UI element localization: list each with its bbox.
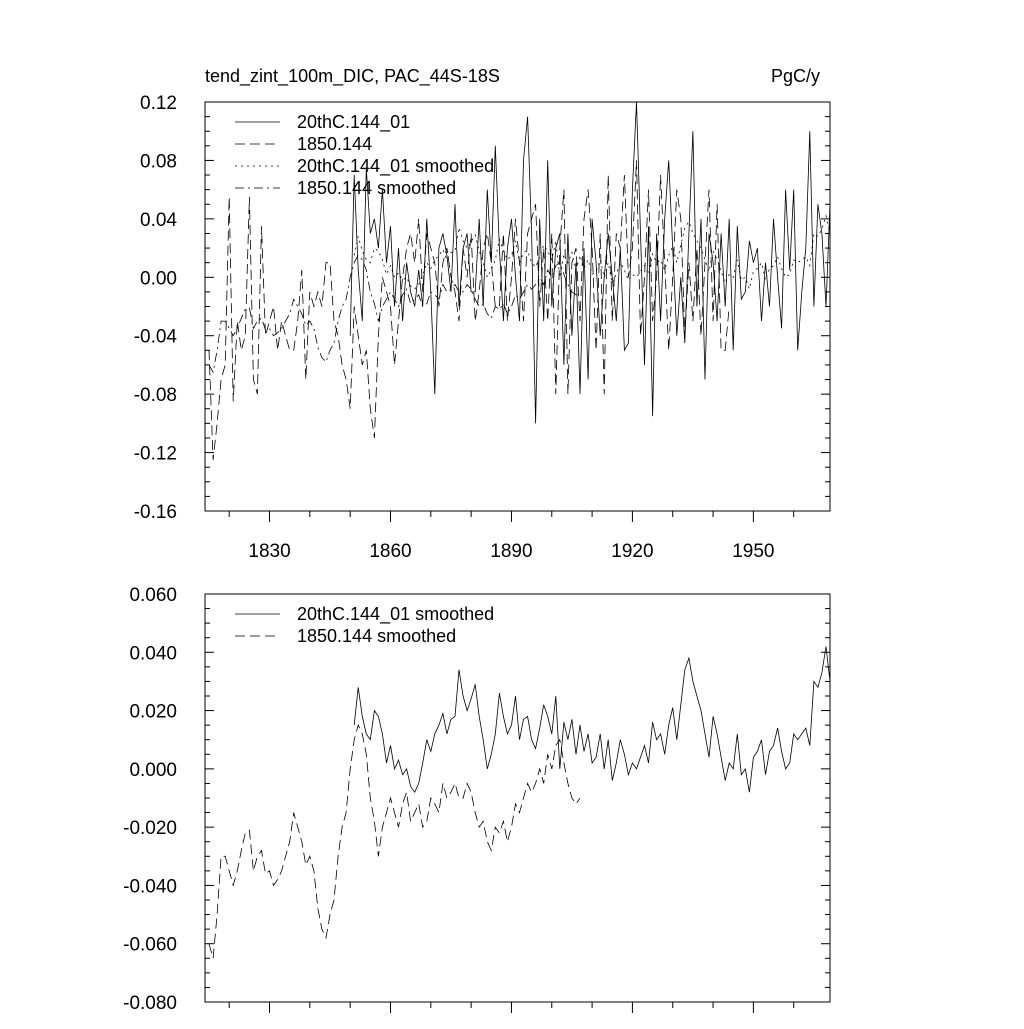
top-panel-title: tend_zint_100m_DIC, PAC_44S-18S: [205, 66, 500, 87]
bottom-panel: -0.080 -0.060 -0.040 -0.020 0.000 0.020 0.040 0…: [123, 585, 831, 1014]
legend-label: 20thC.144_01 smoothed: [297, 604, 494, 625]
top-panel-x-axis: 1830 1860 1890 1920 1950: [228, 511, 795, 562]
bottom-panel-y-axis: -0.080 -0.060 -0.040 -0.020 0.000 0.020 0.040 0…: [123, 585, 830, 1014]
series-line-1850-144-smoothed: [208, 723, 581, 959]
bottom-panel-x-axis: [228, 1002, 795, 1013]
y-tick-label: 0.040: [129, 643, 177, 664]
bottom-panel-series: [208, 646, 830, 959]
y-tick-label: -0.12: [134, 444, 177, 465]
y-tick-label: -0.080: [123, 993, 177, 1014]
bottom-panel-frame: [204, 593, 831, 1003]
y-tick-label: 0.12: [140, 93, 177, 114]
y-tick-label: 0.04: [140, 210, 177, 231]
y-tick-label: -0.16: [134, 502, 177, 523]
legend-label: 1850.144: [297, 134, 372, 154]
series-line-20thc-144-01-smoothed: [353, 214, 830, 291]
y-tick-label: -0.060: [123, 935, 177, 956]
series-line-20thc-144-01: [349, 102, 830, 424]
legend-label: 1850.144 smoothed: [297, 626, 456, 646]
x-tick-label: 1860: [369, 541, 411, 562]
y-tick-label: -0.08: [134, 385, 177, 406]
series-line-1850-144: [208, 160, 730, 460]
x-tick-label: 1950: [732, 541, 774, 562]
legend-label: 20thC.144_01 smoothed: [297, 156, 494, 177]
y-tick-label: -0.04: [134, 327, 178, 348]
y-tick-label: -0.040: [123, 876, 177, 897]
y-tick-label: 0.000: [129, 760, 177, 781]
y-tick-label: 0.060: [129, 585, 177, 606]
y-tick-label: 0.08: [140, 151, 177, 172]
top-panel-units: PgC/y: [771, 66, 820, 86]
y-tick-label: -0.020: [123, 818, 177, 839]
y-tick-label: 0.00: [140, 268, 177, 289]
top-panel-series: [208, 102, 830, 460]
legend-label: 1850.144 smoothed: [297, 178, 456, 198]
top-panel-y-axis: -0.16 -0.12 -0.08 -0.04 0.00 0.04 0.08 0.12: [134, 93, 830, 523]
x-tick-label: 1830: [248, 541, 290, 562]
series-line-1850-144-smoothed: [208, 254, 581, 374]
legend-label: 20thC.144_01: [297, 112, 410, 133]
top-panel: tend_zint_100m_DIC, PAC_44S-18S PgC/y -0…: [134, 66, 831, 562]
x-tick-label: 1920: [611, 541, 653, 562]
x-tick-label: 1890: [490, 541, 532, 562]
y-tick-label: 0.020: [129, 702, 177, 723]
series-line-20thc-144-01-smoothed: [353, 646, 830, 794]
